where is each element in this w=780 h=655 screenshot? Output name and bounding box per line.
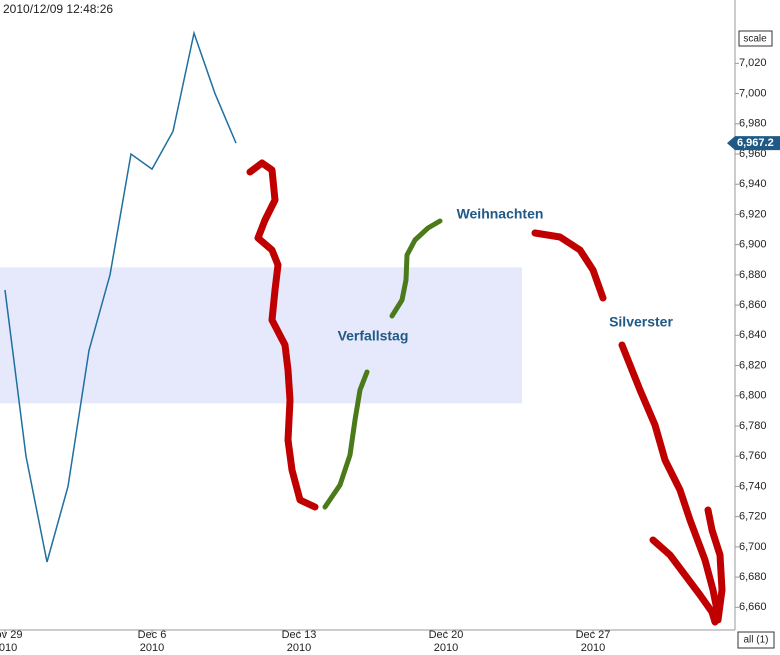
hand-drawn-line [649,536,719,626]
price-line [4,30,237,563]
all-button-label[interactable]: all (1) [743,635,768,646]
highlight-band [0,267,522,404]
y-tick-label: 6,980 [739,118,767,130]
x-tick-year: 2010 [140,642,164,654]
x-tick-year: 2010 [434,642,458,654]
annotation: Weihnachten [457,206,544,222]
x-tick-year: 2010 [581,642,605,654]
y-tick-label: 6,880 [739,269,767,281]
annotation: Silverster [609,314,673,330]
x-tick-year: 2010 [287,642,311,654]
plot-area [0,30,522,563]
y-tick-label: 6,720 [739,511,767,523]
hand-drawn-line [246,159,319,511]
x-tick-year: 2010 [0,642,17,654]
y-tick-label: 6,940 [739,178,767,190]
scale-button-label[interactable]: scale [743,34,767,45]
hand-drawn-line [389,218,443,319]
y-tick-label: 6,920 [739,208,767,220]
hand-drawn-line [322,369,370,510]
timestamp-box [0,0,160,18]
y-tick-label: 6,740 [739,480,767,492]
x-tick-label: Nov 29 [0,629,22,641]
annotation: Verfallstag [338,328,409,344]
scale-button[interactable] [738,30,773,47]
y-tick-label: 7,020 [739,57,767,69]
y-tick-label: 6,760 [739,450,767,462]
y-tick-label: 6,960 [739,148,767,160]
y-tick-label: 7,000 [739,87,767,99]
timestamp: 2010/12/09 12:48:26 [3,2,113,16]
y-tick-label: 6,660 [739,601,767,613]
hand-drawn-line [704,506,726,624]
hand-drawn-line [531,229,607,302]
hand-drawn-line [618,341,722,619]
x-tick-label: Dec 20 [429,629,464,641]
y-tick-label: 6,800 [739,390,767,402]
x-tick-label: Dec 6 [138,629,167,641]
x-tick-label: Dec 27 [576,629,611,641]
axis-panel [735,0,780,655]
forecast-drawing [246,159,726,626]
y-tick-label: 6,820 [739,359,767,371]
last-price-tag [727,136,780,151]
y-tick-label: 6,700 [739,541,767,553]
y-tick-label: 6,900 [739,239,767,251]
y-tick-label: 6,680 [739,571,767,583]
all-button[interactable] [737,631,775,649]
x-tick-label: Dec 13 [282,629,317,641]
last-price-label: 6,967.2 [737,137,774,149]
y-tick-label: 6,840 [739,329,767,341]
y-tick-label: 6,780 [739,420,767,432]
y-tick-label: 6,860 [739,299,767,311]
